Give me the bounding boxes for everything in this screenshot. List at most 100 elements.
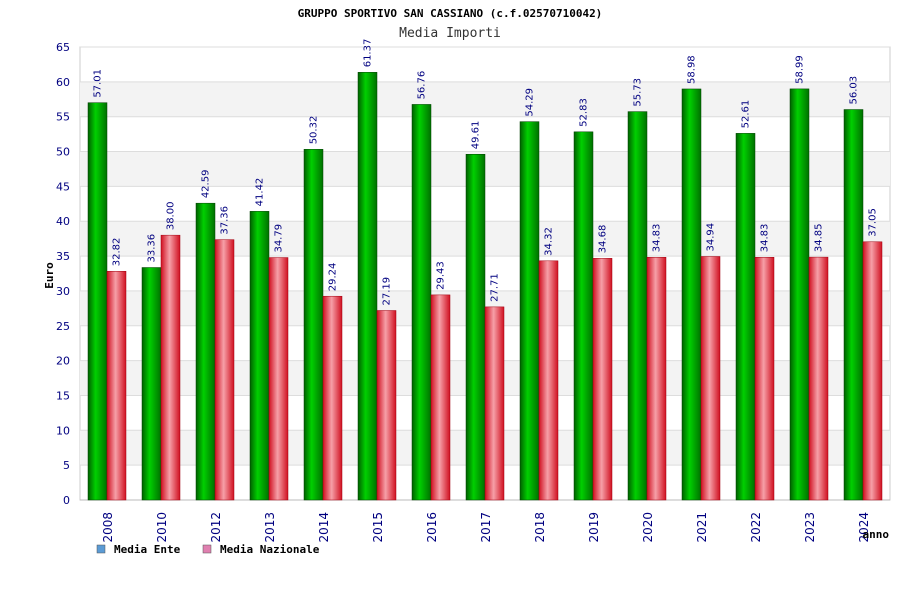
legend: Media Ente Media Nazionale — [96, 543, 320, 556]
legend-swatch-media-ente — [96, 544, 106, 554]
value-label: 27.71 — [490, 273, 501, 302]
bar-media-nazionale-2016 — [430, 294, 451, 501]
value-label: 29.43 — [436, 261, 447, 290]
chart-subtitle: Media Importi — [399, 26, 501, 41]
bar-media-nazionale-2014 — [322, 295, 343, 501]
value-label: 56.03 — [849, 76, 860, 105]
bar-media-ente-2016 — [411, 104, 432, 501]
bar-media-ente-2015 — [357, 72, 378, 501]
y-tick-label: 35 — [56, 250, 70, 263]
value-label: 37.05 — [868, 208, 879, 237]
bar-media-nazionale-2010 — [160, 234, 181, 501]
value-label: 27.19 — [382, 277, 393, 306]
y-axis-label: Euro — [43, 262, 56, 289]
value-label: 32.82 — [112, 238, 123, 267]
y-tick-label: 65 — [56, 41, 70, 54]
value-label: 55.73 — [633, 78, 644, 107]
value-label: 56.76 — [417, 71, 428, 100]
y-tick-label: 60 — [56, 76, 70, 89]
x-tick-label: 2016 — [425, 512, 439, 543]
value-label: 54.29 — [525, 88, 536, 117]
bar-media-nazionale-2024 — [862, 241, 883, 501]
value-label: 34.83 — [652, 224, 663, 253]
x-tick-label: 2022 — [749, 512, 763, 543]
bar-media-nazionale-2012 — [214, 239, 235, 501]
value-label: 37.36 — [220, 206, 231, 235]
y-tick-label: 40 — [56, 215, 70, 228]
x-tick-label: 2020 — [641, 512, 655, 543]
bar-media-nazionale-2017 — [484, 306, 505, 501]
bar-media-ente-2018 — [519, 121, 540, 501]
x-tick-label: 2023 — [803, 512, 817, 543]
x-tick-label: 2021 — [695, 512, 709, 543]
x-tick-label: 2012 — [209, 512, 223, 543]
x-tick-label: 2014 — [317, 512, 331, 543]
bar-media-nazionale-2022 — [754, 257, 775, 501]
y-tick-label: 5 — [63, 459, 70, 472]
y-tick-label: 0 — [63, 494, 70, 507]
bar-media-nazionale-2013 — [268, 257, 289, 501]
legend-label-media-ente: Media Ente — [114, 543, 181, 556]
y-tick-label: 25 — [56, 320, 70, 333]
value-label: 34.79 — [274, 224, 285, 253]
bar-media-ente-2023 — [789, 88, 810, 501]
bar-media-nazionale-2008 — [106, 271, 127, 501]
bar-media-ente-2022 — [735, 133, 756, 501]
y-axis-ticks: 0 5 10 15 20 25 30 35 40 45 50 55 60 65 — [56, 41, 70, 507]
bar-media-ente-2024 — [843, 109, 864, 501]
value-label: 52.83 — [579, 98, 590, 127]
grid-band — [80, 81, 890, 117]
bar-media-ente-2008 — [87, 102, 108, 501]
value-label: 34.32 — [544, 227, 555, 256]
y-tick-label: 30 — [56, 285, 70, 298]
bar-media-ente-2013 — [249, 211, 270, 501]
value-label: 61.37 — [363, 39, 374, 68]
x-tick-label: 2024 — [857, 512, 871, 543]
bar-media-ente-2012 — [195, 202, 216, 501]
y-tick-label: 45 — [56, 180, 70, 193]
x-tick-label: 2015 — [371, 512, 385, 543]
chart-title: GRUPPO SPORTIVO SAN CASSIANO (c.f.025707… — [298, 7, 603, 20]
x-tick-label: 2008 — [101, 512, 115, 543]
value-label: 34.94 — [706, 223, 717, 252]
bar-media-ente-2010 — [141, 267, 162, 501]
value-label: 34.68 — [598, 225, 609, 254]
x-tick-label: 2017 — [479, 512, 493, 543]
bar-media-ente-2017 — [465, 154, 486, 501]
bar-media-nazionale-2015 — [376, 310, 397, 501]
bar-media-nazionale-2021 — [700, 256, 721, 501]
x-tick-label: 2018 — [533, 512, 547, 543]
bar-media-nazionale-2019 — [592, 258, 613, 501]
value-label: 29.24 — [328, 263, 339, 292]
value-label: 34.83 — [760, 224, 771, 253]
y-tick-label: 15 — [56, 389, 70, 402]
value-label: 58.99 — [795, 55, 806, 84]
y-tick-label: 10 — [56, 424, 70, 437]
value-labels: 57.01 32.82 33.36 38.00 42.59 37.36 41.42 34.79… — [93, 39, 879, 306]
y-tick-label: 20 — [56, 355, 70, 368]
bar-media-nazionale-2020 — [646, 257, 667, 501]
value-label: 57.01 — [93, 69, 104, 98]
bar-media-nazionale-2023 — [808, 256, 829, 501]
x-axis-ticks: 2008 2010 2012 2013 2014 2015 2016 2017 2018 2019… — [101, 512, 871, 543]
legend-label-media-nazionale: Media Nazionale — [220, 543, 320, 556]
x-tick-label: 2010 — [155, 512, 169, 543]
value-label: 38.00 — [166, 202, 177, 231]
value-label: 52.61 — [741, 100, 752, 129]
bar-media-ente-2019 — [573, 131, 594, 501]
value-label: 41.42 — [255, 178, 266, 207]
legend-swatch-media-nazionale — [202, 544, 212, 554]
value-label: 34.85 — [814, 223, 825, 252]
bar-media-ente-2021 — [681, 88, 702, 501]
x-tick-label: 2013 — [263, 512, 277, 543]
value-label: 33.36 — [147, 234, 158, 263]
bar-media-ente-2014 — [303, 149, 324, 501]
value-label: 42.59 — [201, 170, 212, 199]
value-label: 49.61 — [471, 121, 482, 150]
x-axis-label: anno — [863, 528, 890, 541]
value-label: 50.32 — [309, 116, 320, 145]
y-tick-label: 55 — [56, 111, 70, 124]
value-label: 58.98 — [687, 55, 698, 84]
bar-media-nazionale-2018 — [538, 260, 559, 501]
